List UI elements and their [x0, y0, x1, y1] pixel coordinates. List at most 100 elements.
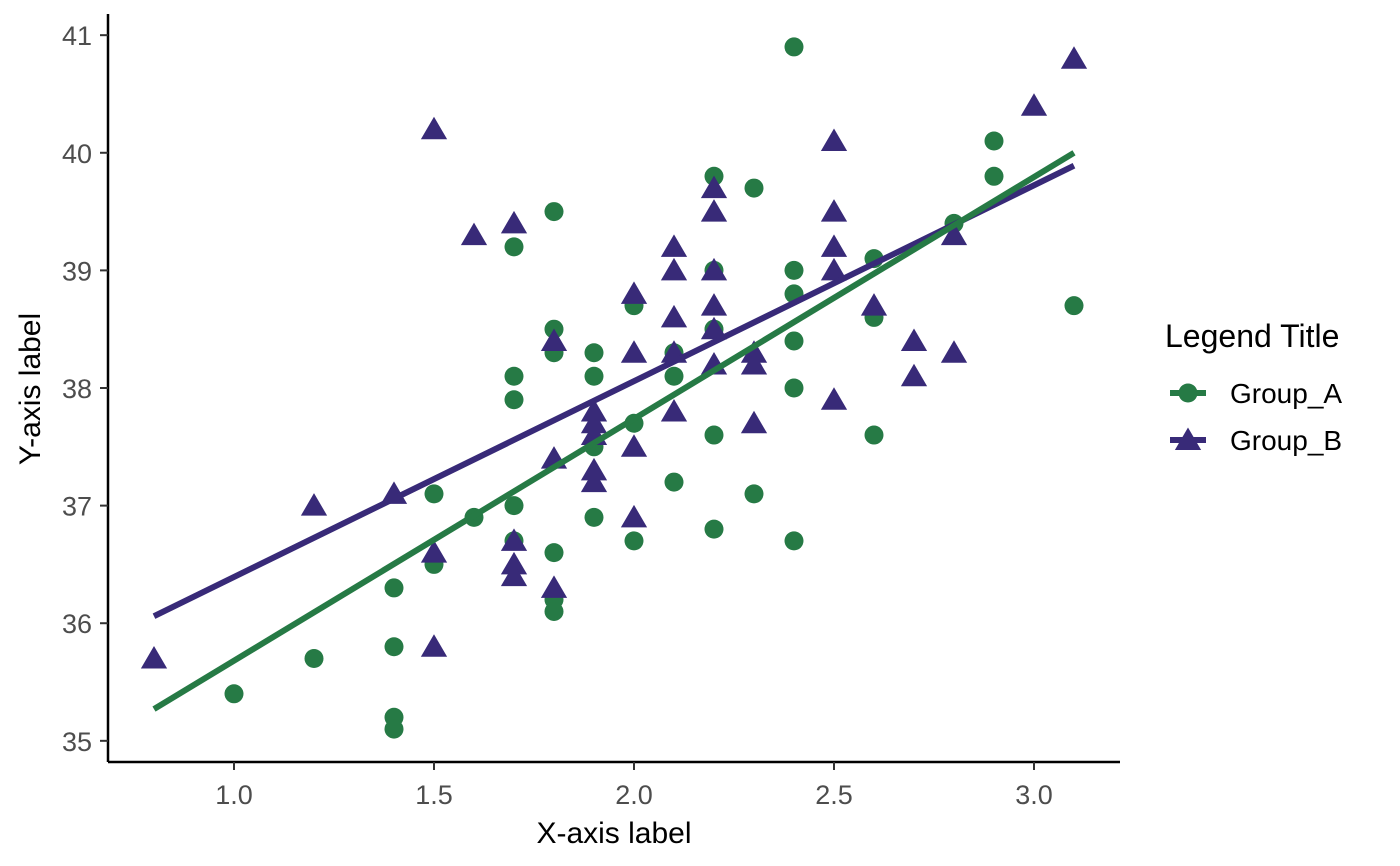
group-b-point: [460, 222, 488, 246]
x-tick-label: 2.0: [615, 780, 653, 810]
legend-item-group-a: Group_A: [1170, 378, 1342, 409]
group-b-point: [580, 399, 608, 422]
legend-triangle-icon: [1174, 427, 1202, 450]
group-a-point: [784, 260, 804, 280]
x-axis-title: X-axis label: [536, 817, 691, 850]
group-a-point: [704, 425, 724, 445]
group-a-point: [504, 366, 524, 386]
group-a-point: [544, 543, 564, 563]
group-b-point: [620, 504, 648, 528]
group-b-point: [620, 434, 648, 457]
group-b-point: [660, 399, 688, 422]
group-a-point: [624, 531, 644, 551]
group-b-point: [660, 257, 688, 281]
group-a-point: [984, 131, 1004, 151]
group-a-point: [784, 531, 804, 551]
group-b-point: [940, 340, 968, 363]
group-b-point: [580, 457, 608, 481]
group-b-point: [420, 540, 448, 563]
x-tick-label: 1.0: [215, 780, 253, 810]
group-b-point: [500, 210, 528, 234]
group-a-point: [864, 425, 884, 445]
group-b-point: [1020, 93, 1048, 116]
group-a-point: [584, 343, 604, 363]
group-a-point: [544, 202, 564, 222]
group-a-point: [784, 331, 804, 351]
group-b-point: [660, 234, 688, 257]
group-a-point: [664, 472, 684, 492]
group-b-point: [580, 469, 608, 493]
group-b-point: [740, 410, 768, 434]
group-a-point: [504, 496, 524, 516]
x-tick-label: 3.0: [1015, 780, 1053, 810]
y-tick-label: 36: [62, 609, 92, 639]
group-a-trend-line: [152, 150, 1076, 712]
group-b-point: [820, 257, 848, 281]
y-axis: 35 36 37 38 39 40 41: [62, 14, 110, 762]
y-tick-label: 41: [62, 21, 92, 51]
group-a-point: [984, 166, 1004, 186]
x-tick-group: 1.0 1.5 2.0 2.5 3.0: [215, 762, 1053, 810]
group-a-point: [304, 649, 324, 669]
legend-circle-icon: [1178, 383, 1198, 403]
group-a-point: [704, 519, 724, 539]
group-a-point: [224, 684, 244, 704]
group-b-point: [140, 646, 168, 669]
y-tick-label: 40: [62, 139, 92, 169]
legend-item-group-b: Group_B: [1170, 425, 1342, 456]
group-b-point: [860, 293, 888, 316]
group-b-point: [700, 293, 728, 316]
group-b-point: [940, 222, 968, 246]
group-b-point: [580, 410, 608, 434]
group-b-point: [700, 257, 728, 281]
group-a-point: [784, 378, 804, 398]
group-b-point: [700, 175, 728, 199]
group-a-point: [384, 578, 404, 598]
group-b-trend-line: [152, 163, 1076, 619]
group-b-point: [540, 328, 568, 351]
y-axis-title: Y-axis label: [14, 313, 47, 465]
group-b-point: [500, 563, 528, 587]
legend-title: Legend Title: [1165, 318, 1339, 354]
group-a-point: [784, 37, 804, 57]
group-b-point: [500, 528, 528, 551]
legend-label: Group_A: [1230, 378, 1342, 409]
group-a-point: [544, 601, 564, 621]
group-b-point: [420, 116, 448, 140]
y-tick-label: 35: [62, 727, 92, 757]
group-b-point: [900, 328, 928, 351]
group-b-point: [620, 340, 648, 363]
group-a-point: [424, 484, 444, 504]
legend-items: Group_A Group_B: [1170, 378, 1342, 456]
group-b-point: [660, 304, 688, 328]
group-a-point: [504, 390, 524, 410]
y-tick-label: 38: [62, 374, 92, 404]
group-a-point: [584, 507, 604, 527]
x-tick-label: 1.5: [415, 780, 453, 810]
group-b-point: [300, 493, 328, 516]
group-b-point: [540, 575, 568, 598]
y-tick-label: 37: [62, 492, 92, 522]
group-a-point: [384, 719, 404, 739]
group-b-point: [500, 551, 528, 575]
group-b-point: [820, 234, 848, 257]
x-tick-label: 2.5: [815, 780, 853, 810]
plot-area: [140, 37, 1088, 739]
group-b-point: [620, 281, 648, 304]
legend-label: Group_B: [1230, 425, 1342, 456]
y-tick-label: 39: [62, 256, 92, 286]
x-axis: 1.0 1.5 2.0 2.5 3.0: [108, 760, 1120, 810]
y-tick-group: 35 36 37 38 39 40 41: [62, 21, 108, 757]
group-a-point: [744, 484, 764, 504]
group-a-point: [1064, 296, 1084, 316]
group-a-point: [584, 366, 604, 386]
group-b-point: [1060, 46, 1088, 69]
group-a-point: [664, 366, 684, 386]
group-b-point: [820, 387, 848, 410]
group-b-point: [820, 199, 848, 222]
group-a-point: [504, 237, 524, 257]
group-b-point: [420, 634, 448, 657]
group-b-point: [820, 128, 848, 152]
group-b-point: [900, 363, 928, 387]
